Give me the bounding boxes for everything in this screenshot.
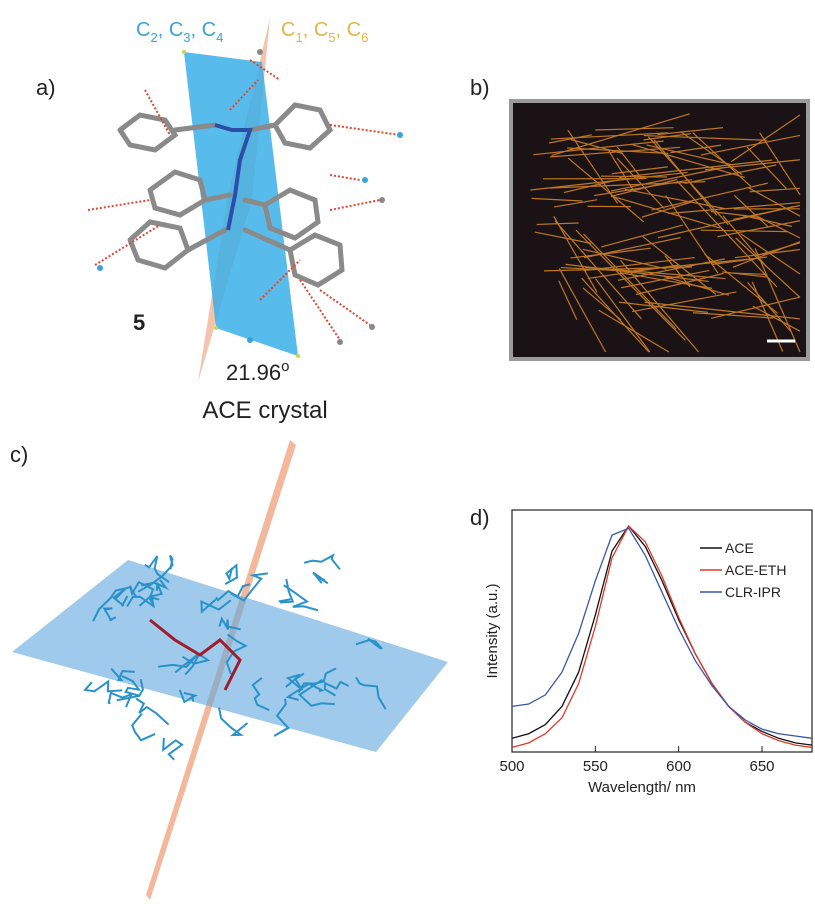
- legend-label: ACE-ETH: [725, 562, 786, 578]
- separator: ,: [191, 19, 202, 41]
- angle-superscript: o: [281, 358, 289, 375]
- y-axis-label: Intensity (a.u.): [484, 583, 501, 678]
- panel-label: c): [10, 442, 28, 467]
- x-tick-label: 550: [583, 758, 608, 775]
- subscript: 4: [216, 30, 223, 45]
- separator: ,: [303, 19, 314, 41]
- atom: C: [314, 19, 328, 41]
- legend-label: ACE: [725, 540, 754, 556]
- separator: ,: [336, 19, 347, 41]
- plane-label: C2, C3, C4: [136, 19, 223, 45]
- x-tick-label: 500: [499, 758, 524, 775]
- panel-label: a): [36, 75, 56, 100]
- crystal-packing: [12, 440, 448, 900]
- separator: ,: [158, 19, 169, 41]
- legend-label: CLR-IPR: [725, 584, 781, 600]
- angle-label: 21.96o: [226, 358, 289, 385]
- subscript: 5: [328, 30, 335, 45]
- series-line: [512, 528, 812, 738]
- page: {"figure": { "panel_labels": ["a)", "b)"…: [0, 0, 815, 904]
- figure: a) b) c) d) C2, C3, C4 C1, C5, C6 5 21.9…: [0, 0, 815, 904]
- series-line: [512, 526, 812, 745]
- x-axis-label: Wavelength/ nm: [588, 779, 696, 796]
- micrograph: [511, 101, 808, 359]
- panel-label: b): [470, 75, 490, 100]
- subscript: 6: [361, 30, 368, 45]
- subscript: 1: [295, 30, 302, 45]
- x-tick-label: 650: [749, 758, 774, 775]
- atom: C: [281, 19, 295, 41]
- series-line: [512, 526, 812, 747]
- plane-label: C1, C5, C6: [281, 19, 368, 45]
- atom: C: [202, 19, 216, 41]
- subscript: 2: [150, 30, 157, 45]
- angle-value: 21.96: [226, 360, 281, 385]
- spectrum-chart: 500 550 600 650 Wavelength/ nm Intensity (a.u…: [484, 510, 812, 796]
- atom: C: [347, 19, 361, 41]
- atom: C: [136, 19, 150, 41]
- x-tick-label: 600: [666, 758, 691, 775]
- plot-frame: [512, 510, 812, 752]
- subscript: 3: [183, 30, 190, 45]
- atom: C: [169, 19, 183, 41]
- panel-label: d): [470, 505, 490, 530]
- caption: ACE crystal: [202, 397, 327, 424]
- compound-number: 5: [133, 310, 145, 335]
